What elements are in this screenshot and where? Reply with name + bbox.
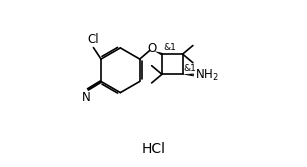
Text: HCl: HCl [142,142,165,156]
Text: N: N [81,91,90,104]
Text: &1: &1 [163,43,176,52]
Text: O: O [147,42,156,55]
Text: Cl: Cl [88,34,99,46]
Polygon shape [154,51,162,55]
Text: NH$_2$: NH$_2$ [195,67,219,82]
Text: &1: &1 [184,64,197,73]
